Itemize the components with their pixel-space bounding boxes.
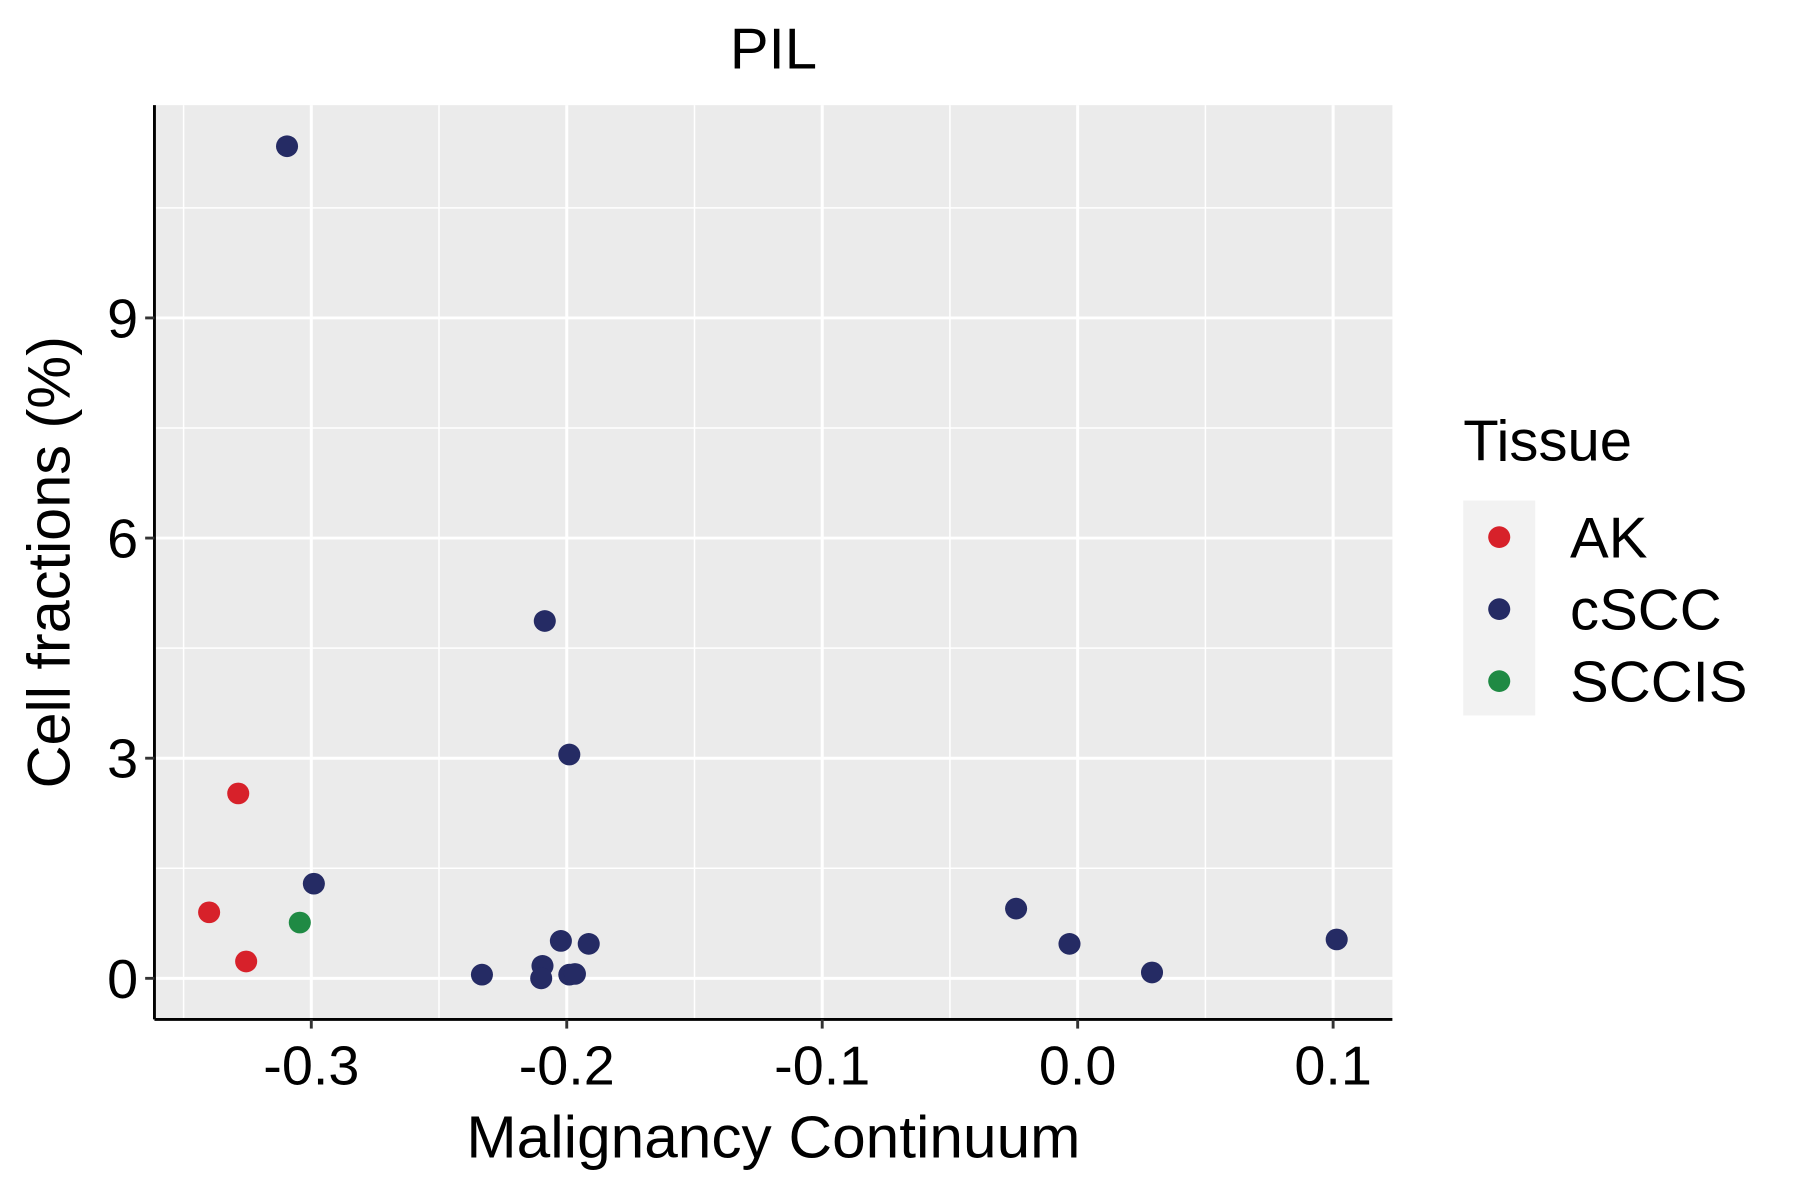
grid-lines bbox=[154, 105, 1393, 1020]
data-point-cscc bbox=[530, 967, 553, 990]
data-point-cscc bbox=[558, 743, 581, 766]
data-point-ak bbox=[235, 950, 258, 973]
legend-marker-ak bbox=[1488, 526, 1511, 548]
data-point-ak bbox=[227, 782, 250, 805]
chart-title: PIL bbox=[730, 18, 817, 81]
y-tick-label: 0 bbox=[107, 948, 138, 1010]
x-tick-label: 0.0 bbox=[1039, 1035, 1116, 1097]
y-tick-label: 6 bbox=[107, 508, 138, 570]
x-tick-label: -0.2 bbox=[519, 1035, 615, 1097]
legend-label-cscc: cSCC bbox=[1570, 579, 1722, 642]
legend: Tissue AK cSCC SCCIS bbox=[1463, 410, 1747, 716]
data-point-cscc bbox=[563, 963, 586, 985]
x-tick-label: -0.1 bbox=[774, 1035, 870, 1097]
x-tick-label: -0.3 bbox=[263, 1035, 359, 1097]
legend-label-sccis: SCCIS bbox=[1570, 651, 1747, 714]
x-tick-label: 0.1 bbox=[1294, 1035, 1371, 1097]
data-point-cscc bbox=[533, 610, 556, 632]
legend-label-ak: AK bbox=[1570, 507, 1647, 570]
plot-panel bbox=[154, 105, 1393, 1020]
axis-ticks: -0.3 -0.2 -0.1 0.0 0.1 0 3 6 9 bbox=[107, 288, 1372, 1097]
y-tick-label: 3 bbox=[107, 728, 138, 790]
data-point-cscc bbox=[302, 872, 325, 895]
data-points bbox=[198, 135, 1348, 990]
data-point-cscc bbox=[577, 932, 600, 955]
data-point-cscc bbox=[1058, 932, 1081, 955]
data-point-cscc bbox=[549, 930, 572, 952]
legend-marker-cscc bbox=[1488, 598, 1511, 620]
data-point-cscc bbox=[1325, 928, 1348, 951]
data-point-cscc bbox=[276, 135, 299, 158]
data-point-cscc bbox=[1140, 961, 1164, 984]
y-tick-label: 9 bbox=[107, 288, 138, 350]
data-point-cscc bbox=[1005, 897, 1028, 920]
x-axis-label: Malignancy Continuum bbox=[466, 1104, 1080, 1170]
data-point-ak bbox=[198, 901, 221, 924]
data-point-sccis bbox=[288, 911, 311, 934]
y-axis-label: Cell fractions (%) bbox=[15, 336, 83, 788]
data-point-cscc bbox=[470, 963, 493, 986]
legend-title: Tissue bbox=[1463, 410, 1632, 473]
legend-marker-sccis bbox=[1488, 670, 1511, 692]
